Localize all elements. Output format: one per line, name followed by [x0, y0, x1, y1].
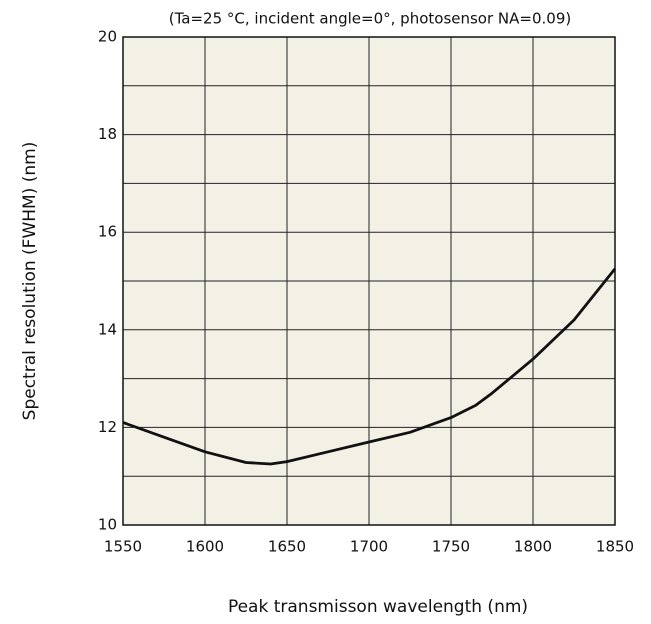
y-axis-label: Spectral resolution (FWHM) (nm) [20, 142, 40, 421]
y-tick-label: 12 [98, 418, 117, 436]
y-tick-label: 10 [98, 516, 117, 534]
plot-border [122, 36, 616, 526]
x-tick-label: 1850 [596, 538, 634, 556]
x-tick-label: 1650 [268, 538, 306, 556]
x-tick-label: 1700 [350, 538, 388, 556]
x-axis-label: Peak transmisson wavelength (nm) [228, 597, 528, 617]
x-tick-label: 1550 [104, 538, 142, 556]
x-tick-label: 1600 [186, 538, 224, 556]
y-tick-label: 18 [98, 125, 117, 143]
data-line [122, 267, 617, 466]
y-tick-label: 14 [98, 320, 117, 338]
x-tick-label: 1750 [432, 538, 470, 556]
x-tick-label: 1800 [514, 538, 552, 556]
y-tick-label: 16 [98, 223, 117, 241]
y-tick-label: 20 [98, 28, 117, 46]
chart-title: (Ta=25 °C, incident angle=0°, photosenso… [169, 10, 571, 28]
